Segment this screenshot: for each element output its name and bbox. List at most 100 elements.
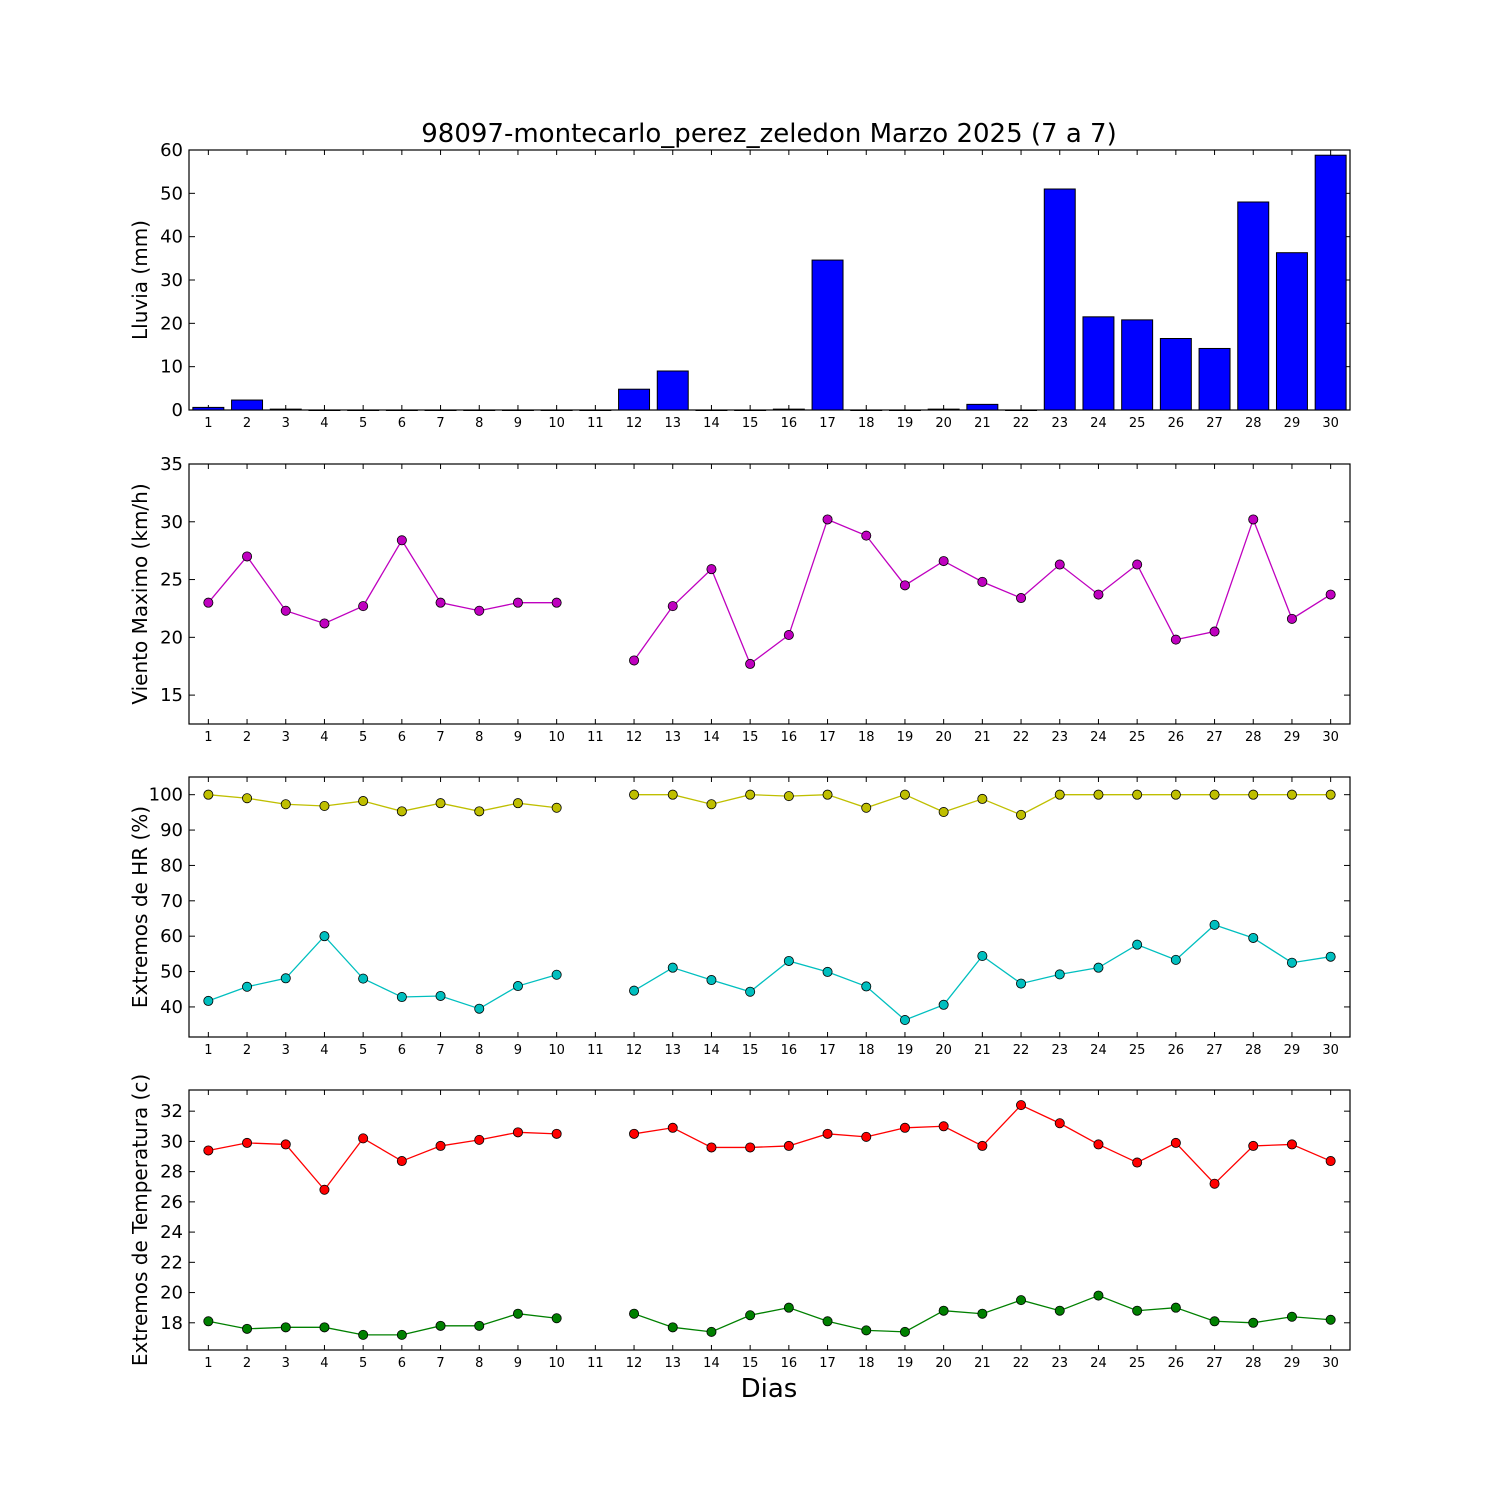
temperature-extremes-plot-frame: [188, 1089, 1351, 1351]
temperature-extremes-series-1-line: [208, 1131, 557, 1191]
humidity-extremes-series-2-point: [938, 999, 949, 1010]
chart-title: 98097-montecarlo_perez_zeledon Marzo 202…: [421, 119, 1116, 149]
temperature-extremes-series-2-point: [1325, 1314, 1336, 1325]
humidity-extremes-xtick-label: 12: [626, 1043, 643, 1058]
humidity-extremes-series-1-point: [396, 806, 407, 817]
max-wind-series-1-line: [207, 539, 557, 625]
humidity-extremes-series-1-point: [977, 793, 988, 804]
temperature-extremes-series-2-point: [745, 1310, 756, 1321]
humidity-extremes-xtick-label: 14: [703, 1043, 720, 1058]
temperature-extremes-xtick-label: 2: [243, 1356, 251, 1371]
max-wind-xtick-label: 16: [781, 730, 798, 745]
humidity-extremes-series-2-point: [745, 986, 756, 997]
temperature-extremes-ytick-label: 18: [160, 1313, 183, 1334]
rain-bar: [850, 409, 883, 411]
humidity-extremes-series-2-point: [280, 973, 291, 984]
rain-bar: [618, 388, 651, 411]
max-wind-series-1-point: [783, 630, 794, 641]
temperature-extremes-series-1-point: [938, 1121, 949, 1132]
rainfall-ytick-label: 50: [160, 183, 183, 204]
temperature-extremes-ytick-label: 32: [160, 1101, 183, 1122]
temperature-extremes-series-1-point: [629, 1128, 640, 1139]
humidity-extremes-series-1-point: [474, 806, 485, 817]
humidity-extremes-series-2-point: [1170, 954, 1181, 965]
humidity-extremes-xtick-label: 7: [436, 1043, 444, 1058]
humidity-extremes-series-1-point: [1209, 789, 1220, 800]
temperature-extremes-series-1-point: [899, 1122, 910, 1133]
max-wind-xtick-label: 24: [1090, 730, 1107, 745]
humidity-extremes-series-1-point: [1016, 809, 1027, 820]
temperature-extremes-series-1-point: [396, 1156, 407, 1167]
max-wind-xtick-label: 3: [282, 730, 290, 745]
humidity-extremes-series-2-point: [667, 962, 678, 973]
humidity-extremes-xtick-label: 10: [548, 1043, 565, 1058]
temperature-extremes-xtick-label: 4: [320, 1356, 328, 1371]
temperature-extremes-series-2-point: [899, 1326, 910, 1337]
humidity-extremes-series-2-point: [474, 1003, 485, 1014]
rainfall-xtick-label: 20: [935, 416, 952, 431]
humidity-extremes-series-2-point: [1248, 932, 1259, 943]
temperature-extremes-series-1-point: [706, 1142, 717, 1153]
temperature-extremes-series-2-point: [358, 1329, 369, 1340]
max-wind-series-1-point: [1093, 589, 1104, 600]
rain-bar: [1121, 319, 1154, 411]
temperature-extremes-xtick-label: 14: [703, 1356, 720, 1371]
temperature-extremes-xtick-label: 26: [1168, 1356, 1185, 1371]
humidity-extremes-ytick-label: 80: [160, 855, 183, 876]
humidity-extremes-series-2-point: [706, 975, 717, 986]
humidity-extremes-xtick-label: 3: [282, 1043, 290, 1058]
humidity-extremes-ytick-label: 90: [160, 820, 183, 841]
humidity-extremes-xtick-label: 13: [664, 1043, 681, 1058]
humidity-extremes-xtick-label: 1: [204, 1043, 212, 1058]
max-wind-ytick-label: 20: [160, 627, 183, 648]
humidity-extremes-series-1-point: [1170, 789, 1181, 800]
max-wind-series-1-point: [1016, 593, 1027, 604]
temperature-extremes-xtick-label: 29: [1284, 1356, 1301, 1371]
temperature-extremes-series-1-point: [1209, 1178, 1220, 1189]
max-wind-xtick-label: 22: [1013, 730, 1030, 745]
rainfall-xtick-label: 11: [587, 416, 604, 431]
humidity-extremes-series-2-point: [1054, 969, 1065, 980]
humidity-extremes-series-1-point: [1132, 789, 1143, 800]
humidity-extremes-series-1-point: [667, 789, 678, 800]
temperature-extremes-xtick-label: 28: [1245, 1356, 1262, 1371]
temperature-extremes-series-2-point: [319, 1322, 330, 1333]
max-wind-xtick-label: 30: [1322, 730, 1339, 745]
temperature-extremes-series-1-point: [822, 1128, 833, 1139]
rainfall-xtick-label: 27: [1206, 416, 1223, 431]
humidity-extremes-series-1-point: [203, 789, 214, 800]
rainfall-ytick-label: 0: [172, 400, 183, 421]
temperature-extremes-series-2-point: [1248, 1317, 1259, 1328]
rain-bar: [772, 408, 805, 411]
humidity-extremes-series-2-point: [899, 1015, 910, 1026]
rain-bar: [308, 409, 341, 411]
humidity-extremes-series-1-point: [358, 796, 369, 807]
max-wind-series-1-point: [1325, 589, 1336, 600]
humidity-extremes-series-2-point: [861, 981, 872, 992]
rainfall-xtick-label: 13: [664, 416, 681, 431]
temperature-extremes-xtick-label: 24: [1090, 1356, 1107, 1371]
temperature-extremes-series-1-point: [1286, 1139, 1297, 1150]
humidity-extremes-xtick-label: 8: [475, 1043, 483, 1058]
rain-bar: [1237, 201, 1270, 411]
max-wind-xtick-label: 28: [1245, 730, 1262, 745]
humidity-extremes-xtick-label: 30: [1322, 1043, 1339, 1058]
max-wind-series-1-point: [203, 597, 214, 608]
max-wind-xtick-label: 5: [359, 730, 367, 745]
temperature-extremes-ytick-label: 20: [160, 1283, 183, 1304]
max-wind-xtick-label: 25: [1129, 730, 1146, 745]
temperature-extremes-series-2-point: [551, 1313, 562, 1324]
temperature-extremes-series-2-line: [208, 1313, 557, 1336]
max-wind-xtick-label: 14: [703, 730, 720, 745]
temperature-extremes-series-1-point: [1325, 1156, 1336, 1167]
rainfall-xtick-label: 1: [204, 416, 212, 431]
temperature-extremes-xtick-label: 8: [475, 1356, 483, 1371]
humidity-extremes-xtick-label: 6: [398, 1043, 406, 1058]
humidity-extremes-series-1-point: [1248, 789, 1259, 800]
rain-bar: [695, 409, 728, 411]
max-wind-series-1-point: [861, 530, 872, 541]
temperature-extremes-xtick-label: 19: [897, 1356, 914, 1371]
max-wind-xtick-label: 6: [398, 730, 406, 745]
humidity-extremes-ytick-label: 100: [149, 785, 183, 806]
